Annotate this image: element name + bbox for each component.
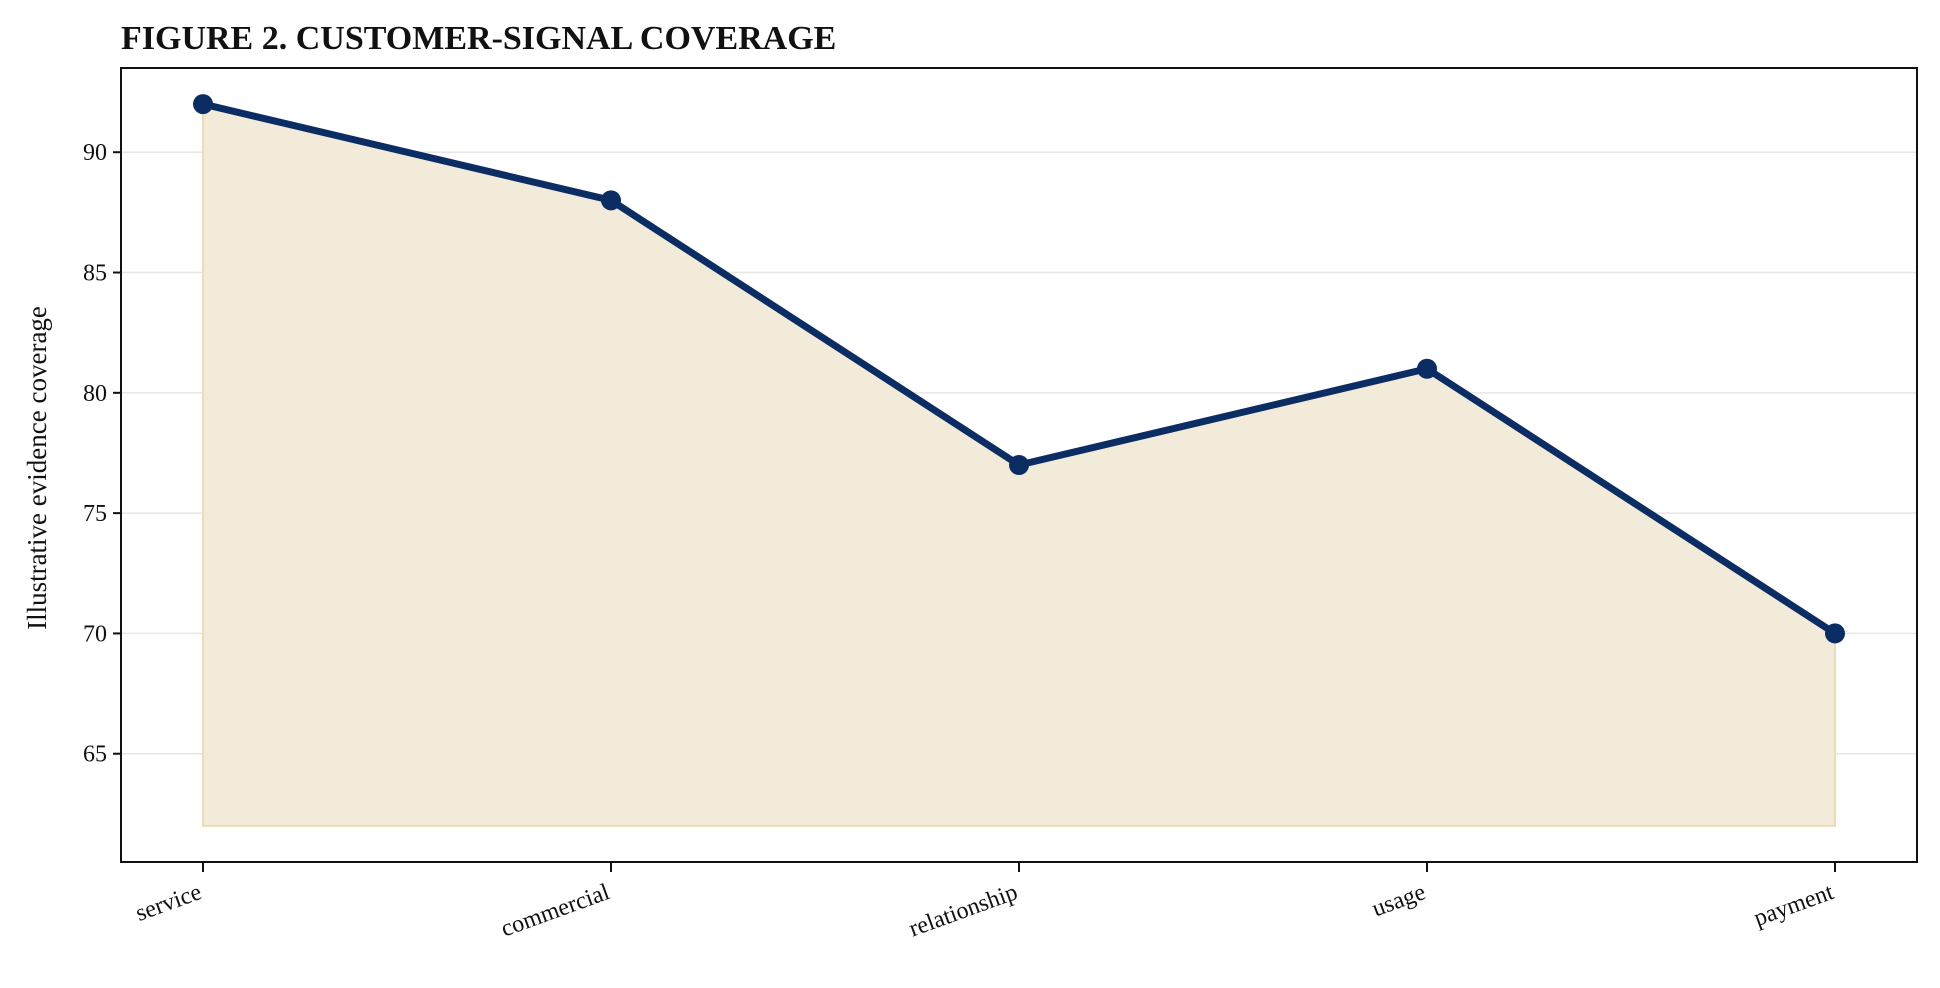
x-tick-label-service: service [132,879,205,927]
x-tick-label-usage: usage [1369,879,1429,922]
data-point-payment [1825,623,1845,644]
data-point-relationship [1009,455,1029,475]
chart-title: FIGURE 2. CUSTOMER-SIGNAL COVERAGE [121,20,836,57]
y-tick-label-90: 90 [83,140,107,166]
y-tick-label-70: 70 [83,621,107,647]
y-axis-label: Illustrative evidence coverage [22,306,52,630]
y-tick-label-75: 75 [83,501,107,527]
x-tick-label-relationship: relationship [906,879,1021,942]
y-tick-label-80: 80 [83,381,107,407]
data-point-service [193,94,213,115]
x-axis-ticks: service commercial relationship usage paymen… [132,862,1837,942]
data-points [193,94,1845,644]
data-point-usage [1417,358,1437,379]
y-tick-label-65: 65 [83,742,107,768]
data-point-commercial [601,190,621,211]
x-tick-label-commercial: commercial [498,879,614,942]
x-tick-label-payment: payment [1751,879,1838,932]
y-tick-label-85: 85 [83,261,107,287]
y-axis-ticks: 65 70 75 80 85 90 [83,140,121,768]
